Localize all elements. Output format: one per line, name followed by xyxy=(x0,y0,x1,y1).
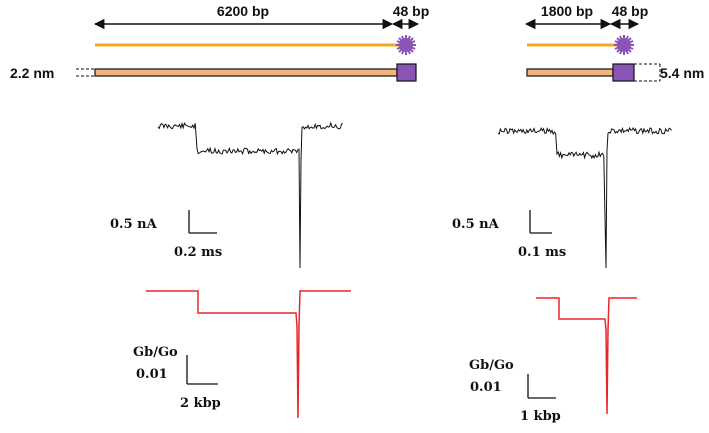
left-scale-current: 0.5 nA xyxy=(110,217,158,232)
left-tag-star-icon xyxy=(396,35,416,55)
right-schematic: 1800 bp 48 bp 5.4 nm xyxy=(524,3,704,82)
right-trace-line xyxy=(497,126,672,269)
left-length-label: 6200 bp xyxy=(217,3,269,19)
left-tag-label: 48 bp xyxy=(393,3,430,19)
left-model-x-scale: 2 kbp xyxy=(180,396,221,411)
left-current-trace: 0.5 nA 0.2 ms xyxy=(110,121,343,269)
right-model-x-scale: 1 kbp xyxy=(520,409,561,424)
right-model-line xyxy=(536,297,637,415)
left-schematic: 6200 bp 48 bp 2.2 nm xyxy=(10,3,430,82)
left-dna-tube xyxy=(94,68,398,77)
right-model-y-label: Gb/Go xyxy=(469,358,514,373)
right-length-label: 1800 bp xyxy=(541,3,593,19)
left-model-y-label: Gb/Go xyxy=(133,345,178,360)
left-tag-block xyxy=(396,63,417,82)
right-current-trace: 0.5 nA 0.1 ms xyxy=(452,126,672,269)
left-model-trace: Gb/Go 0.01 2 kbp xyxy=(133,290,351,419)
right-scale-time: 0.1 ms xyxy=(518,245,566,260)
right-model-trace: Gb/Go 0.01 1 kbp xyxy=(469,297,637,424)
right-tag-label: 48 bp xyxy=(612,3,649,19)
right-dna-tube xyxy=(526,68,614,77)
right-scale-current: 0.5 nA xyxy=(452,217,500,232)
left-model-y-value: 0.01 xyxy=(136,367,168,382)
right-tag-star-icon xyxy=(614,35,634,55)
left-diameter-label: 2.2 nm xyxy=(10,65,54,81)
right-model-y-value: 0.01 xyxy=(470,380,502,395)
left-scale-time: 0.2 ms xyxy=(174,245,222,260)
left-trace-line xyxy=(157,121,343,269)
right-tag-block xyxy=(612,63,635,82)
right-diameter-label: 5.4 nm xyxy=(660,65,704,81)
left-model-line xyxy=(146,290,351,419)
